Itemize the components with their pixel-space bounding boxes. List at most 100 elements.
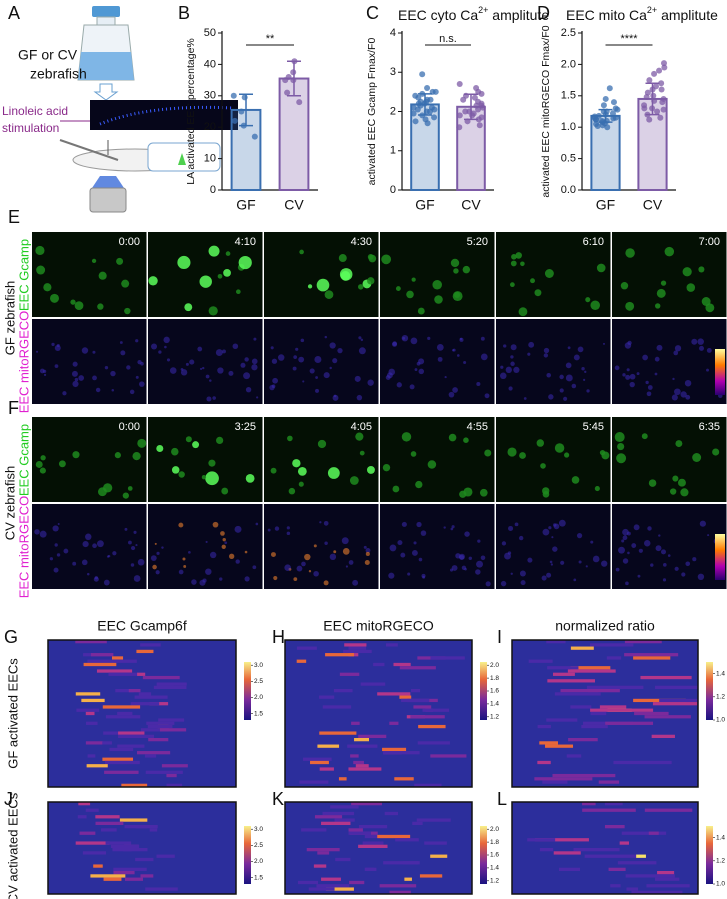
micrograph-spot: [309, 368, 315, 374]
heatmap-frame: [511, 801, 699, 895]
data-point: [476, 122, 483, 129]
micrograph: [148, 417, 263, 502]
colorbar-tick-label: 3.0: [254, 826, 263, 833]
significance-label: ****: [620, 33, 638, 45]
micrograph-spot: [477, 539, 481, 543]
cell: [178, 153, 186, 165]
heatmap-streak: [77, 815, 87, 819]
micrograph-spot: [183, 565, 187, 568]
colorbar-tick-label: 2.0: [254, 694, 263, 701]
significance-label: **: [266, 33, 275, 45]
data-point: [604, 124, 611, 131]
colorbar: [480, 662, 487, 720]
heatmap-streak: [135, 857, 154, 862]
micrograph-spot: [112, 551, 117, 556]
micrograph-spot: [622, 558, 629, 564]
heatmap-streak: [401, 698, 430, 703]
micrograph-spot: [646, 391, 652, 397]
heatmap-streak: [430, 656, 465, 660]
data-point: [646, 116, 653, 123]
data-point: [230, 92, 237, 99]
data-point: [424, 120, 431, 127]
micrograph-spot: [359, 450, 365, 456]
heatmap-streak: [351, 721, 360, 725]
title-text: amplitute: [488, 7, 549, 23]
y-tick-label: 2: [390, 105, 396, 117]
heatmap-streak: [379, 884, 417, 888]
micrograph-spot: [629, 381, 635, 388]
micrograph: [496, 417, 611, 502]
heatmap-streak: [325, 887, 354, 891]
micrograph-spot: [72, 380, 79, 388]
micrograph-spot: [365, 547, 371, 553]
heatmap-streak: [333, 689, 353, 693]
y-tick-label: 50: [204, 27, 216, 39]
time-label: 0:00: [119, 236, 140, 248]
heatmap-streak: [655, 877, 680, 881]
time-label: 6:35: [699, 421, 720, 433]
micrograph-spot: [411, 550, 418, 556]
micrograph-spot: [267, 528, 271, 532]
data-point: [419, 71, 426, 78]
micrograph-spot: [256, 396, 259, 399]
label: GF or CV: [18, 47, 78, 63]
colorbar: [706, 662, 713, 720]
micrograph-spot: [116, 257, 124, 265]
y-tick-label: 40: [204, 58, 216, 70]
micrograph-spot: [701, 297, 711, 306]
data-point: [649, 105, 656, 112]
micrograph-spot: [622, 528, 629, 536]
micrograph-spot: [235, 559, 240, 564]
heatmap-streak: [93, 864, 103, 868]
micrograph-spot: [457, 354, 460, 357]
heatmap-streak: [86, 764, 108, 768]
heatmap-streak: [296, 659, 307, 663]
micrograph-spot: [392, 485, 400, 493]
micrograph-spot: [216, 436, 224, 445]
micrograph: [32, 319, 147, 404]
micrograph-spot: [345, 565, 349, 568]
micrograph-spot: [51, 342, 55, 347]
micrograph-spot: [536, 439, 545, 447]
micrograph-spot: [74, 377, 79, 382]
data-point: [660, 60, 667, 67]
micrograph-spot: [63, 548, 69, 554]
micrograph-spot: [191, 579, 197, 585]
micrograph-spot: [452, 387, 458, 393]
micrograph-spot: [202, 366, 205, 370]
heatmap-frame: [47, 639, 237, 788]
micrograph-spot: [209, 551, 217, 559]
heatmap-streak: [355, 764, 369, 768]
micrograph-spot: [244, 357, 249, 362]
micrograph-spot: [40, 455, 46, 461]
micrograph-spot: [222, 537, 226, 542]
micrograph-spot: [57, 522, 60, 525]
micrograph-spot: [238, 255, 252, 270]
micrograph-spot: [82, 540, 89, 548]
data-point: [431, 114, 438, 121]
micrograph-spot: [270, 346, 274, 350]
row-label: CV activated EECs: [5, 792, 20, 899]
y-tick-label: 3: [390, 66, 396, 78]
micrograph-spot: [222, 349, 226, 354]
heatmap-streak: [389, 721, 399, 725]
micrograph-spot: [450, 258, 460, 268]
micrograph-spot: [323, 372, 330, 379]
micrograph-spot: [219, 577, 223, 581]
micrograph-spot: [35, 460, 43, 468]
colorbar-tick-label: 1.4: [716, 670, 725, 677]
group-label: GF zebrafish: [2, 281, 17, 355]
micrograph-spot: [253, 337, 257, 341]
micrograph-spot: [363, 545, 367, 549]
chart-title: EEC Gcamp6f: [97, 618, 187, 634]
micrograph-spot: [621, 539, 625, 543]
data-point: [641, 105, 648, 112]
heatmap-streak: [644, 715, 691, 719]
micrograph-spot: [436, 344, 444, 351]
panel-letter: L: [497, 789, 507, 809]
heatmap-streak: [317, 744, 340, 748]
micrograph-spot: [354, 375, 361, 382]
heatmap-streak: [547, 679, 596, 683]
heatmap-streak: [360, 682, 386, 686]
micrograph-spot: [132, 451, 141, 461]
